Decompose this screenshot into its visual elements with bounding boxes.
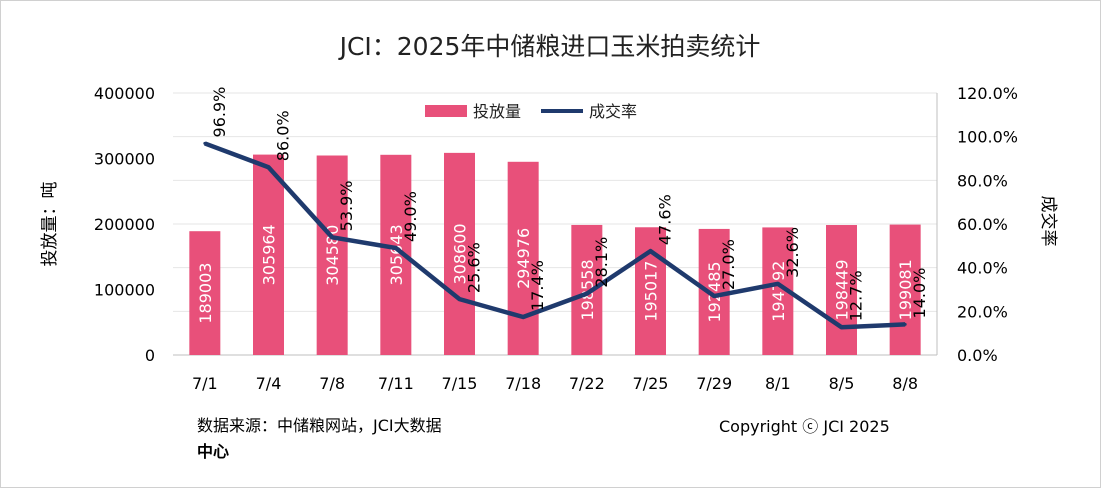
right-tick-label: 100.0% bbox=[957, 128, 1018, 147]
line-point bbox=[330, 235, 334, 239]
bar-value-label: 305964 bbox=[260, 224, 279, 285]
right-tick-label: 40.0% bbox=[957, 259, 1008, 278]
line-value-label: 14.0% bbox=[910, 268, 929, 319]
bar-value-label: 194792 bbox=[769, 261, 788, 322]
left-tick-label: 200000 bbox=[94, 215, 155, 234]
left-tick-label: 400000 bbox=[94, 84, 155, 103]
bar-value-label: 192485 bbox=[705, 261, 724, 322]
bar bbox=[635, 227, 666, 355]
x-tick-label: 7/1 bbox=[192, 374, 218, 393]
bar-value-label: 308600 bbox=[451, 223, 470, 284]
line-point bbox=[458, 297, 461, 301]
x-tick-label: 7/15 bbox=[442, 374, 478, 393]
line-point bbox=[203, 141, 207, 145]
line-point bbox=[840, 325, 843, 329]
line-value-label: 25.6% bbox=[465, 242, 484, 293]
bar-value-label: 189003 bbox=[196, 263, 215, 324]
right-tick-label: 80.0% bbox=[957, 171, 1008, 190]
bar-value-label: 305643 bbox=[387, 224, 406, 285]
right-tick-label: 20.0% bbox=[957, 302, 1008, 321]
x-tick-label: 7/8 bbox=[319, 374, 345, 393]
x-tick-label: 7/22 bbox=[569, 374, 605, 393]
left-tick-label: 100000 bbox=[94, 281, 155, 300]
left-tick-label: 300000 bbox=[94, 150, 155, 169]
right-axis-label: 成交率 bbox=[1038, 196, 1058, 247]
x-tick-label: 7/4 bbox=[256, 374, 282, 393]
line-path bbox=[204, 141, 906, 330]
line-series: 96.9% 86.0% 53.9% 49.0% 25.6% 17.4% 28.1% 47.6%… bbox=[203, 87, 929, 330]
right-tick-label: 0.0% bbox=[957, 346, 998, 365]
bar bbox=[444, 152, 475, 355]
right-axis: 0.0% 20.0% 40.0% 60.0% 80.0% 100.0% 120.0% bbox=[957, 84, 1018, 365]
x-axis: 7/1 7/4 7/8 7/11 7/15 7/18 7/22 7/25 7/29 8/1 8/5 8… bbox=[192, 374, 918, 393]
line-value-label: 12.7% bbox=[847, 270, 866, 321]
line-value-label: 49.0% bbox=[401, 191, 420, 242]
line-point bbox=[267, 165, 270, 169]
left-axis: 0 100000 200000 300000 400000 bbox=[94, 84, 155, 365]
x-tick-label: 7/18 bbox=[505, 374, 541, 393]
source-text: 数据来源：中储粮网站，JCI大数据 bbox=[197, 416, 442, 435]
line-value-label: 96.9% bbox=[210, 87, 229, 138]
bar bbox=[507, 161, 539, 355]
line-point bbox=[521, 315, 525, 319]
bar-value-label: 198558 bbox=[578, 259, 597, 320]
copyright: Copyright ⓒ JCI 2025 bbox=[719, 417, 890, 436]
source-text-tail: 中心 bbox=[197, 442, 230, 461]
bar bbox=[189, 231, 221, 355]
left-axis-label: 投放量：吨 bbox=[40, 182, 60, 267]
bar bbox=[889, 224, 921, 355]
bar bbox=[571, 224, 603, 355]
right-tick-label: 120.0% bbox=[957, 84, 1018, 103]
line-point bbox=[776, 282, 780, 286]
left-tick-label: 0 bbox=[145, 346, 155, 365]
bar-value-label: 199081 bbox=[896, 259, 915, 320]
line-point bbox=[903, 322, 907, 326]
line-value-label: 27.0% bbox=[719, 239, 738, 290]
line-point bbox=[712, 294, 716, 298]
bar-value-label: 195017 bbox=[642, 261, 661, 322]
chart: JCI：2025年中储粮进口玉米拍卖统计 0 100000 200000 300000… bbox=[40, 32, 1058, 393]
x-tick-label: 8/5 bbox=[829, 374, 855, 393]
bar-value-label: 198449 bbox=[833, 259, 852, 320]
x-tick-label: 7/25 bbox=[633, 374, 669, 393]
line-point bbox=[649, 249, 652, 253]
chart-title: JCI：2025年中储粮进口玉米拍卖统计 bbox=[338, 32, 761, 61]
line-value-label: 17.4% bbox=[528, 260, 547, 311]
legend-bar-label: 投放量 bbox=[473, 102, 521, 121]
line-value-label: 28.1% bbox=[592, 237, 611, 288]
grid-lines bbox=[173, 92, 938, 356]
bar-value-label: 294976 bbox=[514, 228, 533, 289]
line-value-label: 47.6% bbox=[656, 194, 675, 245]
bar bbox=[316, 155, 348, 355]
legend: 投放量 成交率 bbox=[425, 102, 637, 121]
line-point bbox=[394, 246, 398, 250]
bar bbox=[826, 225, 857, 355]
legend-line-label: 成交率 bbox=[589, 102, 637, 121]
line-value-label: 53.9% bbox=[337, 180, 356, 231]
right-tick-label: 60.0% bbox=[957, 215, 1008, 234]
x-tick-label: 8/8 bbox=[892, 374, 918, 393]
source-note: 数据来源：中储粮网站，JCI大数据 中心 bbox=[197, 413, 497, 465]
bar bbox=[253, 154, 284, 355]
line-value-label: 32.6% bbox=[783, 227, 802, 278]
x-tick-label: 8/1 bbox=[765, 374, 791, 393]
line-value-label: 86.0% bbox=[274, 110, 293, 161]
x-tick-label: 7/11 bbox=[378, 374, 414, 393]
x-tick-label: 7/29 bbox=[696, 374, 732, 393]
legend-bar-swatch bbox=[425, 105, 467, 117]
line-point bbox=[585, 292, 589, 296]
